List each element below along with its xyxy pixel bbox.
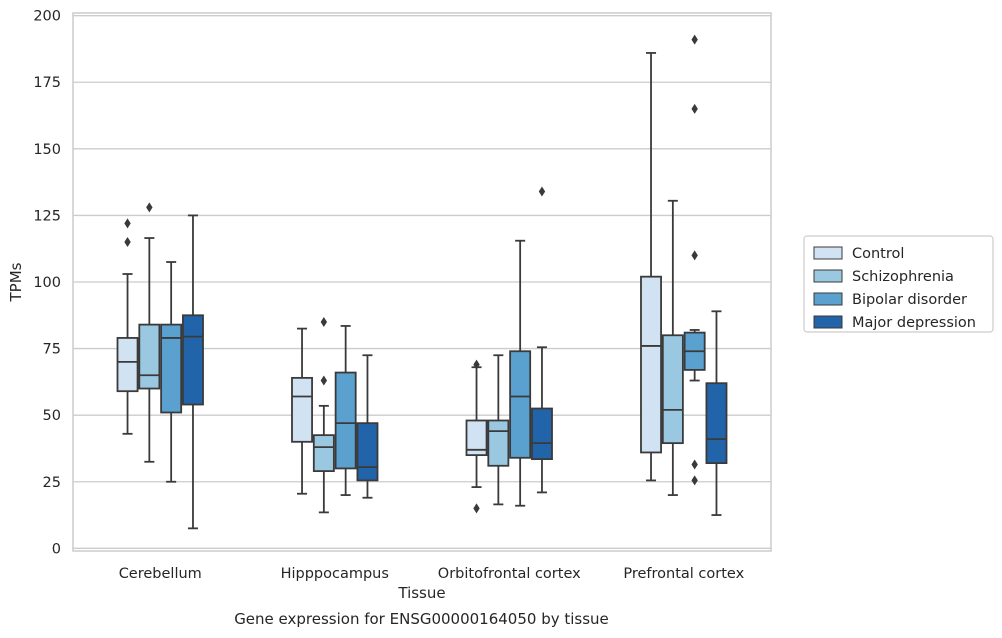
outlier-point (538, 186, 546, 197)
outlier-point (691, 459, 698, 470)
iqr-box (465, 419, 488, 457)
box-1-0 (291, 327, 313, 495)
y-tick-label: 75 (43, 342, 61, 358)
box-0-0 (116, 218, 139, 435)
box-0-1 (138, 202, 161, 463)
x-axis-ticks: Cerebellum Hipppocampus Orbitofrontal cort… (119, 566, 745, 582)
y-tick-label: 150 (33, 142, 61, 158)
iqr-box (509, 350, 532, 459)
outlier-point (691, 103, 698, 114)
iqr-box (661, 334, 684, 445)
iqr-box (312, 434, 335, 472)
legend-swatch (813, 292, 843, 306)
outlier-point (146, 202, 153, 213)
y-axis-title: TPMs (7, 262, 25, 302)
box-3-0 (640, 52, 662, 482)
x-axis-title: Tissue (397, 584, 445, 602)
legend-swatch (813, 315, 843, 329)
box-0-2 (160, 261, 183, 483)
iqr-box (356, 422, 379, 482)
x-tick-label: Cerebellum (119, 566, 202, 582)
iqr-box (640, 275, 662, 454)
legend-label: Bipolar disorder (852, 292, 967, 308)
iqr-box (334, 371, 357, 470)
iqr-box (705, 382, 728, 465)
y-tick-label: 100 (33, 275, 61, 291)
iqr-box (291, 376, 313, 443)
y-tick-label: 50 (43, 408, 61, 424)
iqr-box (182, 314, 204, 406)
box-2-0 (465, 359, 488, 514)
y-tick-label: 200 (33, 9, 61, 25)
outlier-point (124, 218, 131, 229)
iqr-box (116, 337, 139, 393)
iqr-box (160, 323, 183, 414)
outlier-point (473, 503, 480, 514)
iqr-box (138, 323, 161, 390)
box-3-3 (705, 310, 728, 516)
y-tick-label: 125 (33, 208, 61, 224)
outlier-point (320, 316, 328, 327)
box-2-3 (531, 186, 553, 494)
y-tick-label: 0 (52, 541, 61, 557)
x-tick-label: Orbitofrontal cortex (438, 566, 581, 582)
box-2-1 (487, 354, 510, 506)
legend-frame (803, 235, 994, 333)
outlier-point (320, 375, 328, 386)
box-3-1 (661, 199, 684, 496)
x-tick-label: Prefrontal cortex (623, 566, 744, 582)
x-tick-label: Hipppocampus (281, 566, 389, 582)
outlier-point (691, 250, 698, 261)
outlier-point (473, 359, 480, 370)
outlier-point (691, 475, 698, 486)
box-1-1 (312, 316, 335, 514)
outlier-point (691, 34, 698, 45)
box-1-2 (334, 325, 357, 496)
iqr-box (531, 407, 553, 461)
box-3-2 (683, 34, 706, 486)
figure-caption: Gene expression for ENSG00000164050 by t… (234, 610, 609, 628)
legend-swatch (813, 269, 843, 283)
legend-swatch (813, 246, 843, 260)
box-1-3 (356, 354, 379, 499)
legend: Control Schizophrenia Bipolar disorder Majo… (803, 235, 994, 333)
legend-label: Control (852, 246, 904, 262)
box-0-3 (182, 214, 204, 530)
outlier-point (124, 237, 131, 248)
y-tick-label: 25 (43, 475, 61, 491)
y-tick-label: 175 (33, 75, 61, 91)
legend-label: Major depression (852, 315, 976, 331)
gridlines (73, 15, 771, 549)
y-axis-ticks: 0 25 50 75 100 125 150 175 200 (33, 9, 61, 558)
box-series (116, 34, 728, 530)
plot-area-frame (72, 12, 772, 552)
legend-label: Schizophrenia (852, 269, 954, 285)
box-2-2 (509, 239, 532, 507)
iqr-box (487, 419, 510, 467)
